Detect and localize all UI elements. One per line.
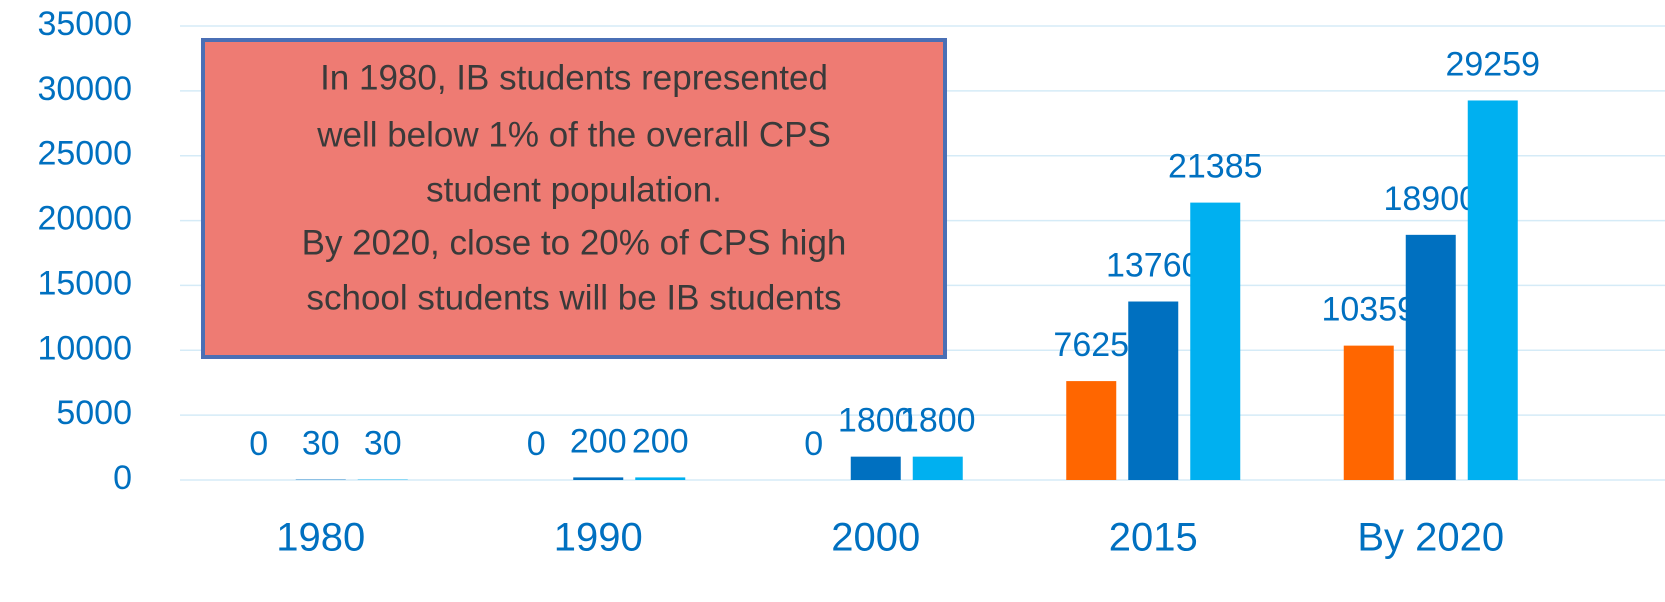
y-tick-label: 0: [113, 459, 132, 497]
annotation-text: In 1980, IB students represented: [320, 58, 828, 97]
value-label: 21385: [1168, 148, 1263, 186]
bar: [1343, 345, 1394, 480]
annotation-text: well below 1% of the overall CPS: [316, 115, 831, 154]
value-label: 0: [527, 425, 546, 463]
y-tick-label: 5000: [56, 394, 132, 432]
bar: [573, 477, 624, 480]
value-label: 0: [804, 425, 823, 463]
bar: [1066, 381, 1117, 480]
value-label: 18900: [1383, 180, 1478, 218]
value-label: 1800: [838, 402, 914, 440]
bar: [1405, 234, 1456, 480]
value-label: 13760: [1106, 246, 1201, 284]
bar: [850, 456, 901, 480]
y-tick-label: 30000: [37, 70, 132, 108]
value-label: 7625: [1053, 326, 1129, 364]
bar: [635, 477, 686, 480]
bar: [912, 456, 963, 480]
value-label: 29259: [1445, 45, 1540, 83]
annotation-text: school students will be IB students: [306, 278, 841, 317]
bar: [1128, 301, 1179, 480]
y-tick-label: 25000: [37, 135, 132, 173]
x-tick-label: 1990: [554, 516, 643, 560]
annotation-text: student population.: [426, 170, 722, 209]
y-tick-label: 15000: [37, 264, 132, 302]
value-label: 1800: [900, 402, 976, 440]
bar: [1467, 100, 1518, 481]
annotation-box: [201, 38, 947, 359]
x-tick-label: 2000: [831, 516, 920, 560]
y-tick-label: 10000: [37, 329, 132, 367]
x-tick-label: 1980: [276, 516, 365, 560]
value-label: 200: [632, 422, 689, 460]
value-label: 0: [249, 425, 268, 463]
value-label: 200: [570, 422, 627, 460]
bar: [1190, 202, 1241, 480]
x-tick-label: By 2020: [1357, 516, 1504, 560]
annotation-text: By 2020, close to 20% of CPS high: [302, 223, 847, 262]
y-tick-label: 20000: [37, 200, 132, 238]
value-label: 30: [364, 425, 402, 463]
value-label: 10359: [1321, 291, 1416, 329]
x-tick-label: 2015: [1109, 516, 1198, 560]
y-tick-label: 35000: [37, 5, 132, 43]
value-label: 30: [302, 425, 340, 463]
